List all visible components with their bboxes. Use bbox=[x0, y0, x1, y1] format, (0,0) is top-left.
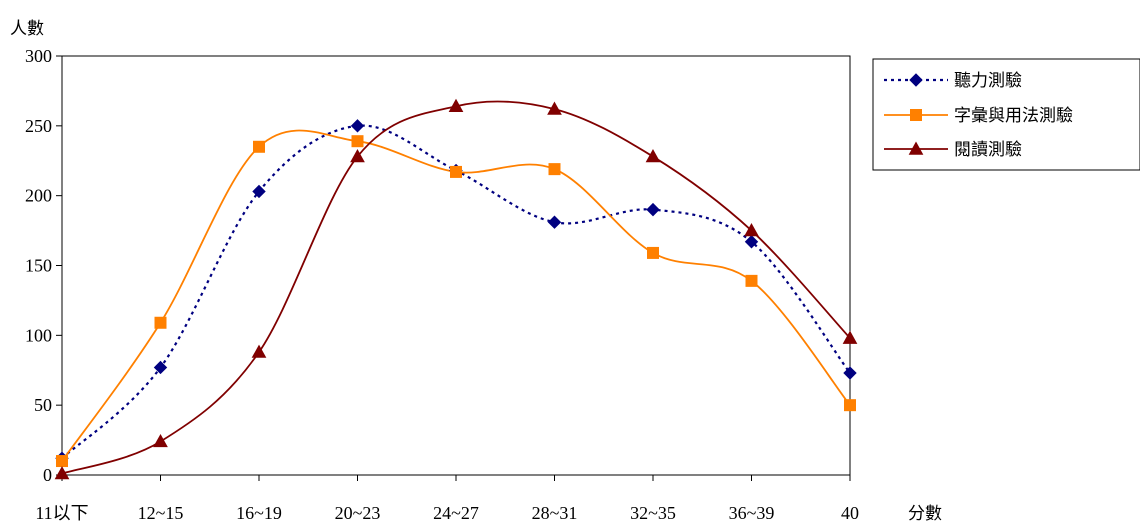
series-3-point bbox=[54, 466, 70, 480]
series-3-point bbox=[251, 344, 267, 358]
series-1-line bbox=[61, 124, 851, 460]
series-2-line bbox=[61, 129, 851, 462]
legend-marker-1 bbox=[909, 73, 923, 87]
series-1-point bbox=[744, 235, 759, 249]
x-tick-label: 40 bbox=[841, 503, 859, 523]
series-2-point bbox=[351, 135, 364, 148]
y-tick-label: 0 bbox=[43, 465, 52, 485]
series-3-point bbox=[153, 433, 168, 448]
x-tick-label: 32~35 bbox=[630, 503, 676, 523]
x-tick-label: 16~19 bbox=[236, 503, 282, 523]
series-2-point bbox=[253, 140, 265, 153]
series-1-point bbox=[350, 119, 365, 133]
series-2-point bbox=[548, 163, 561, 176]
series-1-point bbox=[252, 184, 266, 199]
y-tick-label: 50 bbox=[34, 395, 52, 415]
series-3-point bbox=[448, 98, 464, 112]
y-tick-label: 300 bbox=[25, 46, 52, 66]
series-markers bbox=[54, 98, 858, 480]
x-tick-label: 24~27 bbox=[433, 503, 479, 523]
series-1-point bbox=[153, 360, 168, 375]
series-lines bbox=[61, 100, 851, 475]
y-tick-label: 150 bbox=[25, 256, 52, 276]
x-tick-label: 28~31 bbox=[532, 503, 578, 523]
y-tick-label: 250 bbox=[25, 116, 52, 136]
series-3-point bbox=[350, 149, 365, 163]
y-tick-label: 200 bbox=[25, 186, 52, 206]
plot-area bbox=[61, 55, 851, 476]
legend-label-1: 聽力測驗 bbox=[954, 71, 1022, 91]
legend-marker-2 bbox=[910, 109, 922, 121]
series-3-point bbox=[645, 149, 661, 163]
x-tick-label: 20~23 bbox=[335, 503, 381, 523]
series-1-point bbox=[547, 215, 562, 229]
series-2-point bbox=[844, 399, 856, 412]
series-2-point bbox=[450, 165, 462, 178]
series-2-point bbox=[647, 246, 659, 259]
legend-label-2: 字彙與用法測驗 bbox=[954, 106, 1073, 126]
x-axis: 11以下 12~15 16~19 20~23 24~27 28~31 32~35 36~39 4… bbox=[35, 475, 859, 523]
series-3-point bbox=[744, 223, 759, 237]
x-tick-label: 12~15 bbox=[138, 503, 184, 523]
series-3-point bbox=[842, 330, 858, 344]
y-tick-label: 100 bbox=[25, 325, 52, 345]
series-1-point bbox=[646, 202, 660, 217]
y-axis: 0 50 100 150 200 250 300 bbox=[25, 46, 62, 485]
series-1-point bbox=[843, 366, 857, 380]
series-2-point bbox=[745, 274, 758, 287]
series-2-point bbox=[56, 455, 68, 468]
legend-marker-3 bbox=[908, 141, 924, 155]
series-3-point bbox=[547, 101, 562, 115]
plot-border bbox=[61, 55, 851, 476]
legend-label-3: 閱讀測驗 bbox=[954, 140, 1022, 160]
x-tick-label: 11以下 bbox=[35, 503, 88, 523]
x-tick-label: 36~39 bbox=[729, 503, 775, 523]
x-axis-title: 分數 bbox=[908, 504, 942, 524]
series-2-point bbox=[154, 316, 167, 329]
y-axis-title: 人數 bbox=[10, 19, 44, 39]
